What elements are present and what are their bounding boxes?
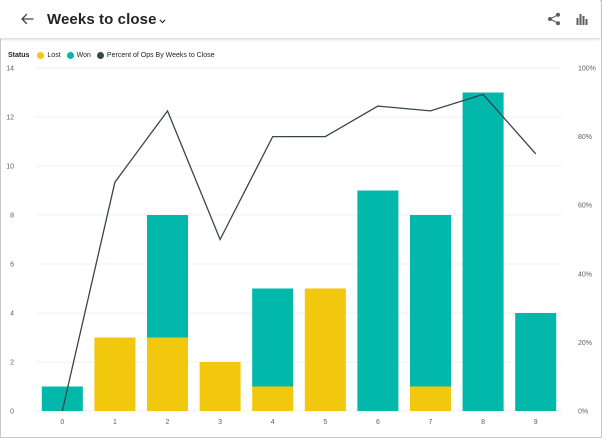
title-dropdown[interactable]: Weeks to close bbox=[47, 9, 166, 29]
legend-label-won: Won bbox=[76, 51, 91, 59]
y-tick-label: 12 bbox=[6, 115, 14, 122]
bar-lost bbox=[252, 386, 294, 411]
x-tick-label: 7 bbox=[429, 419, 433, 426]
y-tick-label: 6 bbox=[10, 262, 14, 269]
y2-tick-label: 80% bbox=[578, 134, 592, 141]
legend-lost-swatch bbox=[37, 51, 45, 59]
legend-item-percent[interactable]: Percent of Ops By Weeks to Close bbox=[96, 51, 215, 59]
x-tick-label: 0 bbox=[60, 419, 64, 426]
y2-tick-label: 100% bbox=[578, 66, 596, 73]
bar-won bbox=[41, 386, 83, 411]
legend-won-swatch bbox=[66, 51, 74, 59]
legend-label-lost: Lost bbox=[47, 51, 61, 59]
y-tick-label: 10 bbox=[6, 164, 14, 171]
arrow-left-icon bbox=[21, 13, 34, 25]
y2-tick-label: 20% bbox=[578, 340, 592, 347]
legend-label-percent: Percent of Ops By Weeks to Close bbox=[106, 51, 215, 59]
bar-lost bbox=[94, 337, 136, 411]
bar-chart-icon bbox=[576, 14, 588, 25]
legend-title: Status bbox=[8, 51, 30, 59]
legend-percent-swatch bbox=[96, 51, 104, 59]
x-tick-label: 1 bbox=[113, 419, 117, 426]
x-tick-label: 9 bbox=[534, 419, 538, 426]
bar-won bbox=[462, 92, 504, 411]
x-tick-label: 4 bbox=[271, 419, 275, 426]
y2-tick-label: 0% bbox=[578, 409, 588, 416]
chart-legend: Status Lost Won Percent of Ops By Weeks … bbox=[8, 50, 221, 60]
bar-won bbox=[357, 190, 399, 411]
x-tick-label: 8 bbox=[481, 419, 485, 426]
y-tick-label: 2 bbox=[10, 360, 14, 367]
chevron-down-icon bbox=[158, 18, 166, 24]
bar-won bbox=[515, 313, 557, 411]
y-tick-label: 4 bbox=[10, 311, 14, 318]
visual-type-button[interactable] bbox=[573, 10, 591, 28]
bar-lost bbox=[409, 386, 452, 411]
x-tick-label: 2 bbox=[166, 419, 170, 426]
bar-lost bbox=[199, 362, 241, 411]
y-tick-label: 14 bbox=[6, 66, 14, 73]
page-title: Weeks to close bbox=[47, 10, 157, 28]
y-tick-label: 8 bbox=[10, 213, 14, 220]
bar-won bbox=[409, 215, 452, 387]
share-button[interactable] bbox=[545, 10, 563, 28]
legend-item-won[interactable]: Won bbox=[66, 51, 91, 59]
y2-tick-label: 40% bbox=[578, 271, 592, 278]
x-tick-label: 6 bbox=[376, 419, 380, 426]
x-tick-label: 5 bbox=[323, 419, 327, 426]
bar-lost bbox=[304, 288, 346, 411]
visual-header: Weeks to close bbox=[0, 0, 600, 39]
legend-item-lost[interactable]: Lost bbox=[37, 51, 61, 59]
y-tick-label: 0 bbox=[10, 409, 14, 416]
share-icon bbox=[548, 12, 560, 26]
back-button[interactable] bbox=[16, 8, 38, 30]
bar-won bbox=[252, 288, 294, 387]
bar-lost bbox=[146, 337, 189, 411]
percent-line bbox=[61, 93, 537, 412]
bar-won bbox=[146, 215, 189, 338]
x-tick-label: 3 bbox=[218, 419, 222, 426]
y2-tick-label: 60% bbox=[578, 203, 592, 210]
